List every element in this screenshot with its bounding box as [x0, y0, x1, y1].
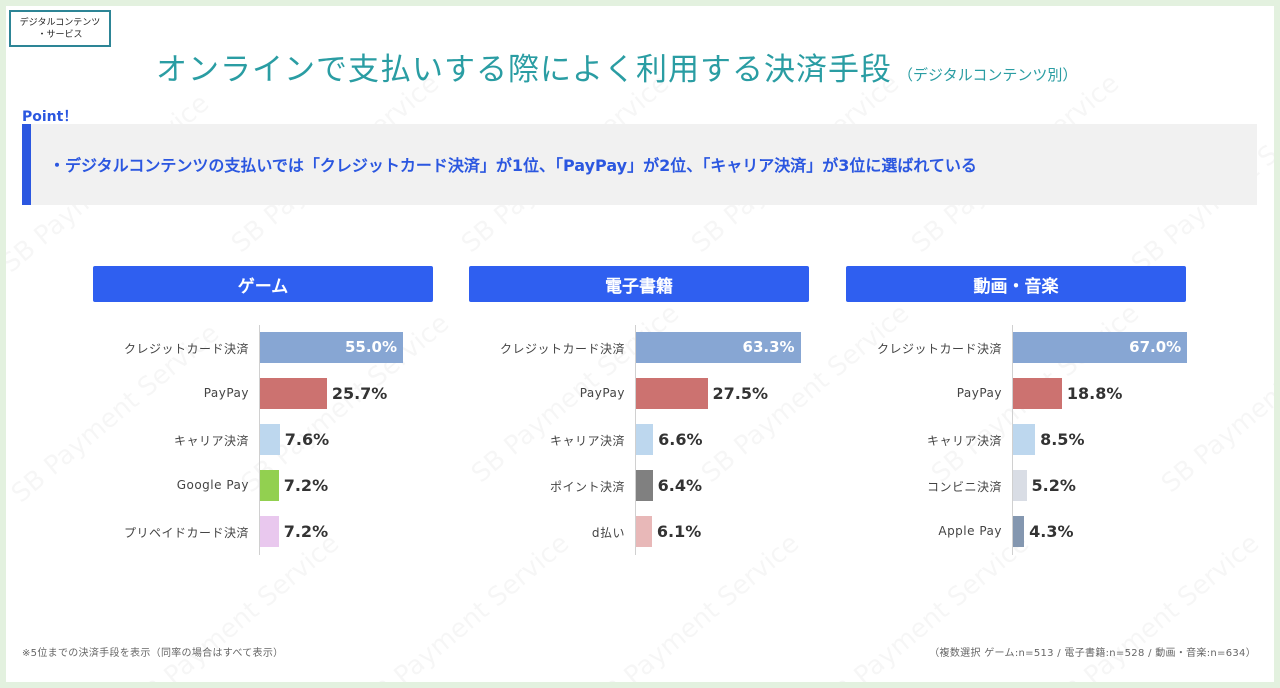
category-tag-line1: デジタルコンテンツ: [19, 17, 101, 28]
category-label: Google Pay: [176, 478, 249, 492]
bar: [1013, 516, 1025, 547]
data-label: 8.5%: [1040, 430, 1085, 449]
slide: SB Payment ServiceSB Payment ServiceSB P…: [6, 6, 1274, 682]
data-label: 4.3%: [1029, 522, 1074, 541]
data-label: 6.4%: [657, 476, 702, 495]
bar: [260, 332, 403, 363]
point-text: ・デジタルコンテンツの支払いでは「クレジットカード決済」が1位、「PayPay」…: [49, 156, 977, 175]
category-label: PayPay: [579, 386, 625, 400]
footnote-left: ※5位までの決済手段を表示（同率の場合はすべて表示）: [22, 648, 284, 659]
data-label: 7.6%: [284, 430, 330, 449]
watermark-text: SB Payment Service: [586, 528, 805, 682]
watermark-text: SB Payment Service: [356, 528, 575, 682]
chart-title: 動画・音楽: [846, 266, 1186, 302]
data-label: 27.5%: [712, 384, 769, 403]
category-label: ポイント決済: [549, 480, 625, 494]
data-label: 5.2%: [1031, 476, 1076, 495]
category-label: Apple Pay: [938, 524, 1002, 538]
footnote-right: （複数選択 ゲーム:n=513 / 電子書籍:n=528 / 動画・音楽:n=6…: [929, 648, 1256, 659]
chart-axis-line: [259, 325, 260, 555]
category-label: プリペイドカード決済: [123, 526, 249, 540]
bar: [260, 378, 327, 409]
bar: [1013, 424, 1036, 455]
point-box: ・デジタルコンテンツの支払いでは「クレジットカード決済」が1位、「PayPay」…: [22, 124, 1257, 205]
category-label: コンビニ決済: [926, 480, 1002, 494]
chart-title: 電子書籍: [469, 266, 809, 302]
bar: [1013, 378, 1062, 409]
bar: [260, 516, 279, 547]
category-label: d払い: [591, 526, 625, 540]
data-label: 25.7%: [331, 384, 388, 403]
bar: [636, 378, 708, 409]
data-label: 55.0%: [344, 338, 397, 356]
category-label: クレジットカード決済: [499, 342, 625, 356]
point-label: Point！: [22, 109, 78, 125]
category-label: キャリア決済: [926, 434, 1002, 448]
data-label: 6.1%: [656, 522, 702, 541]
chart-title: ゲーム: [93, 266, 433, 302]
category-label: キャリア決済: [549, 434, 625, 448]
data-label: 7.2%: [283, 476, 329, 495]
data-label: 63.3%: [742, 338, 795, 356]
bar: [636, 424, 654, 455]
page-title-sub: （デジタルコンテンツ別）: [898, 66, 1078, 84]
data-label: 18.8%: [1066, 384, 1123, 403]
bar: [636, 332, 801, 363]
bar: [260, 470, 279, 501]
page-title: オンラインで支払いする際によく利用する決済手段 （デジタルコンテンツ別）: [156, 44, 1256, 89]
category-label: クレジットカード決済: [123, 342, 249, 356]
category-label: クレジットカード決済: [876, 342, 1002, 356]
bar: [1013, 470, 1027, 501]
category-label: PayPay: [203, 386, 249, 400]
chart-axis-line: [1012, 325, 1013, 555]
category-tag: デジタルコンテンツ ・サービス: [9, 10, 111, 47]
page-title-main: オンラインで支払いする際によく利用する決済手段: [156, 52, 892, 88]
category-label: キャリア決済: [173, 434, 249, 448]
bar: [636, 516, 652, 547]
category-label: PayPay: [956, 386, 1002, 400]
bar: [260, 424, 280, 455]
data-label: 6.6%: [658, 430, 703, 449]
data-label: 67.0%: [1129, 338, 1182, 356]
bar: [636, 470, 653, 501]
chart-axis-line: [635, 325, 636, 555]
data-label: 7.2%: [283, 522, 329, 541]
category-tag-line2: ・サービス: [37, 29, 83, 40]
bar: [1013, 332, 1188, 363]
